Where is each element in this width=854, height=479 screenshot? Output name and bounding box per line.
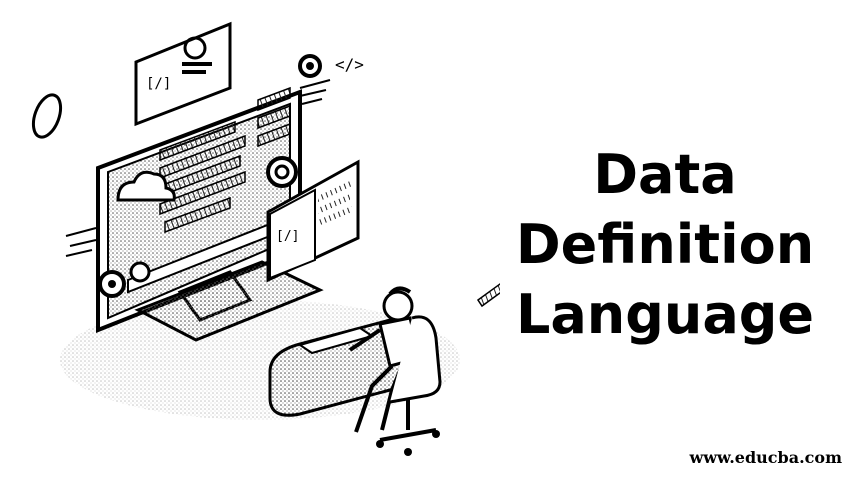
gear-icon (98, 261, 151, 298)
gear-icon (266, 156, 298, 188)
title-line-1: Data (593, 143, 737, 206)
code-dashes (65, 227, 97, 257)
code-tag-label: [/] (146, 76, 171, 92)
gear-icon (298, 54, 322, 78)
floating-code-panel-right: [/] (266, 159, 360, 283)
office-chair-icon (376, 315, 442, 456)
code-tag-label: [/] (276, 229, 299, 244)
floating-ring (31, 93, 63, 139)
illustration: [/] </> [/] (31, 21, 500, 456)
cloud-icon (116, 170, 176, 202)
code-lines (159, 86, 291, 234)
floating-code-panel-top: [/] (134, 21, 232, 127)
title-line-2: Definition (515, 213, 815, 276)
title-line-3: Language (515, 283, 815, 346)
code-dashes (299, 79, 331, 105)
floating-pencil (476, 283, 500, 308)
watermark-url: www.educba.com (689, 448, 843, 467)
code-tag-icon: </> (335, 55, 364, 74)
page-title: Data Definition Language (500, 140, 830, 350)
